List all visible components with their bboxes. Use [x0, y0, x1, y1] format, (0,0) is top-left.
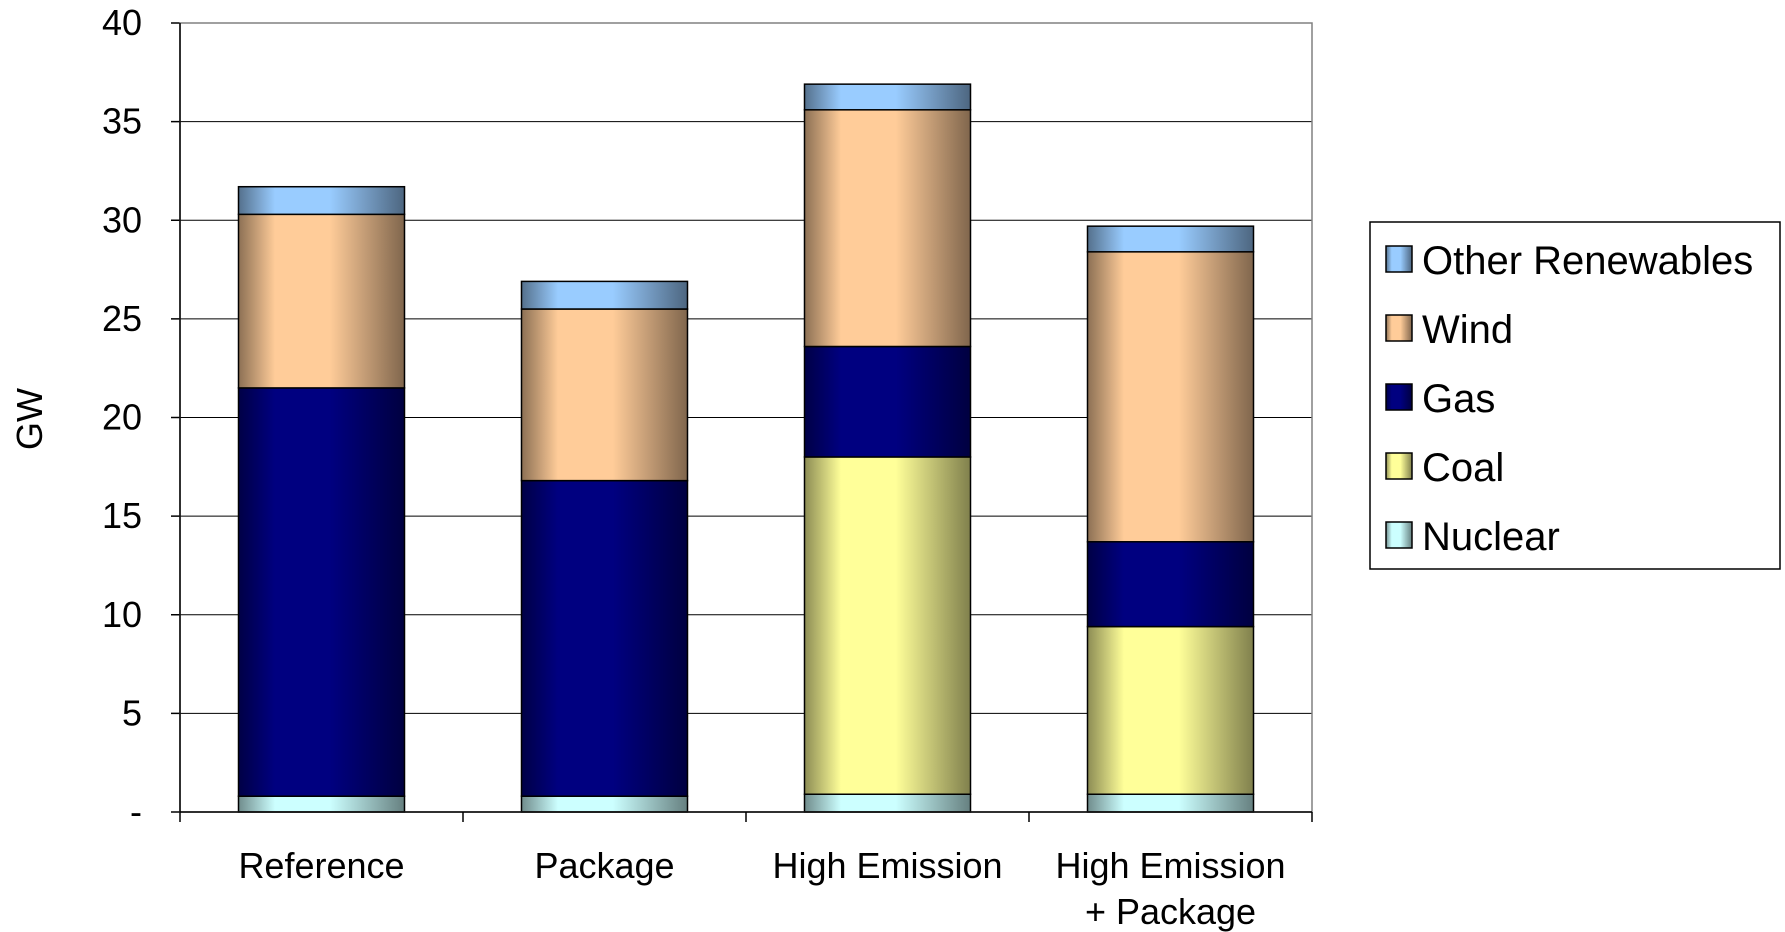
y-tick-label: 40	[102, 2, 142, 43]
bar-other-renewables	[803, 83, 972, 111]
legend-label-other-renewables: Other Renewables	[1422, 239, 1753, 283]
bars	[237, 83, 1255, 813]
y-tick-label: 10	[102, 594, 142, 635]
bar-wind	[520, 308, 689, 482]
bar-gas	[803, 345, 972, 458]
legend-swatch-wind	[1385, 314, 1413, 342]
y-tick-labels: - 5 10 15 20 25 30 35 40	[102, 2, 142, 832]
legend-label-nuclear: Nuclear	[1422, 515, 1560, 559]
legend-box	[1369, 221, 1781, 570]
x-category-labels: Reference Package High Emission High Emissi…	[238, 845, 1285, 932]
legend-label-wind: Wind	[1422, 308, 1513, 352]
bar-nuclear	[237, 795, 406, 813]
x-category-label: Reference	[238, 845, 404, 886]
legend-swatch-coal	[1385, 452, 1413, 480]
y-tick-label: 30	[102, 199, 142, 240]
bar-wind	[1086, 251, 1255, 543]
y-tick-label: -	[130, 791, 142, 832]
x-category-label: + Package	[1085, 891, 1256, 932]
legend-label-coal: Coal	[1422, 446, 1504, 490]
y-tick-label: 20	[102, 397, 142, 438]
legend-swatch-other-renewables	[1385, 245, 1413, 273]
bar-wind	[803, 109, 972, 348]
legend-swatch-gas	[1385, 383, 1413, 411]
bar-nuclear	[1086, 793, 1255, 813]
y-tick-label: 35	[102, 101, 142, 142]
bar-other-renewables	[237, 185, 406, 216]
y-axis-title: GW	[9, 388, 50, 450]
bar-gas	[1086, 541, 1255, 628]
bar-gas	[520, 479, 689, 797]
x-category-label: High Emission	[1055, 845, 1285, 886]
bar-gas	[237, 387, 406, 797]
x-category-label: Package	[534, 845, 674, 886]
bar-other-renewables	[520, 280, 689, 310]
x-category-label: High Emission	[772, 845, 1002, 886]
bar-coal	[803, 456, 972, 795]
y-tick-label: 5	[122, 692, 142, 733]
bar-coal	[1086, 625, 1255, 795]
axes	[171, 22, 1313, 822]
legend: Other Renewables Wind Gas Coal Nuclear	[1369, 221, 1781, 570]
bar-other-renewables	[1086, 225, 1255, 253]
bar-wind	[237, 213, 406, 389]
y-tick-label: 15	[102, 495, 142, 536]
legend-swatch-nuclear	[1385, 521, 1413, 549]
y-tick-label: 25	[102, 298, 142, 339]
bar-nuclear	[520, 795, 689, 813]
legend-label-gas: Gas	[1422, 377, 1495, 421]
bar-nuclear	[803, 793, 972, 813]
